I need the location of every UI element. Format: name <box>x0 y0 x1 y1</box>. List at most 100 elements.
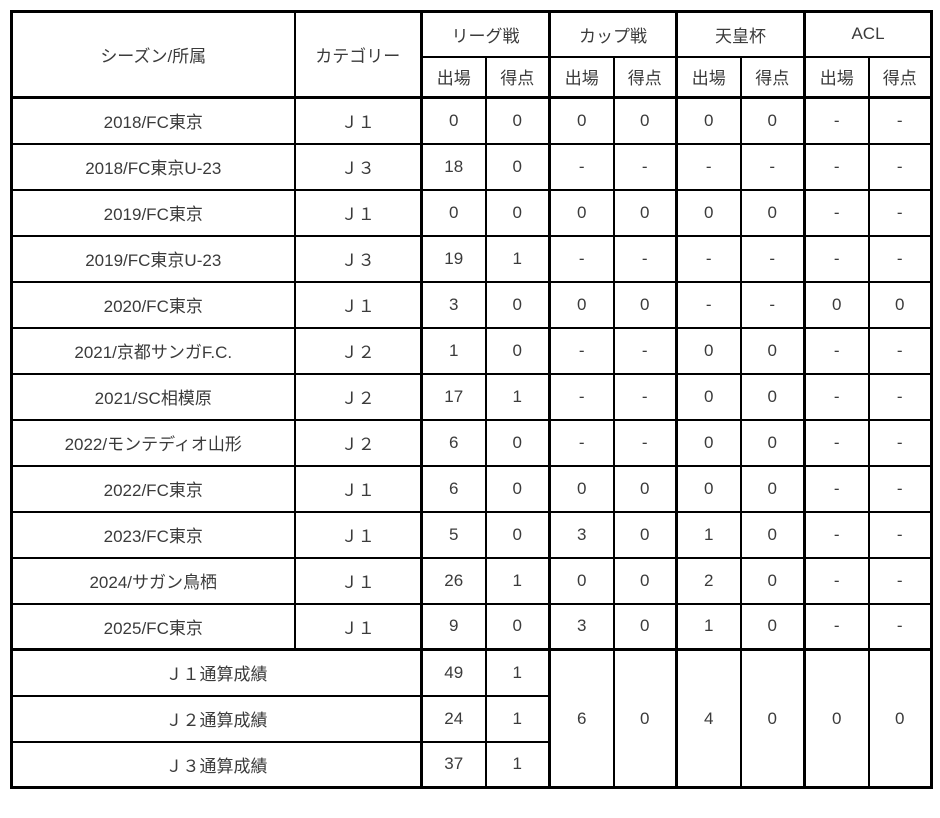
category-cell: Ｊ１ <box>293 464 423 513</box>
header-category: カテゴリー <box>293 10 423 99</box>
total-merged-stat-cell: 0 <box>739 648 806 789</box>
category-cell: Ｊ２ <box>293 372 423 421</box>
season-club-cell: 2019/FC東京 <box>10 188 296 237</box>
stat-cell: 19 <box>420 234 487 283</box>
stat-cell: 1 <box>675 510 742 559</box>
season-club-cell: 2019/FC東京U-23 <box>10 234 296 283</box>
total-league-goals-cell: 1 <box>484 648 551 697</box>
stat-cell: 0 <box>548 280 615 329</box>
total-merged-stat-cell: 0 <box>803 648 870 789</box>
season-club-cell: 2018/FC東京 <box>10 96 296 145</box>
stat-cell: - <box>867 96 933 145</box>
header-league-apps: 出場 <box>420 55 487 99</box>
category-cell: Ｊ３ <box>293 234 423 283</box>
stat-cell: - <box>675 234 742 283</box>
stat-cell: 0 <box>484 418 551 467</box>
stat-cell: 0 <box>675 372 742 421</box>
stat-cell: - <box>867 510 933 559</box>
stat-cell: - <box>803 556 870 605</box>
stat-cell: 18 <box>420 142 487 191</box>
stat-cell: - <box>739 234 806 283</box>
stat-cell: 0 <box>675 464 742 513</box>
header-group-cup: カップ戦 <box>548 10 678 58</box>
stat-cell: 0 <box>675 96 742 145</box>
stat-cell: 0 <box>739 602 806 651</box>
category-cell: Ｊ３ <box>293 142 423 191</box>
stat-cell: 5 <box>420 510 487 559</box>
stat-cell: 0 <box>612 96 678 145</box>
stat-cell: 0 <box>484 464 551 513</box>
season-club-cell: 2023/FC東京 <box>10 510 296 559</box>
stat-cell: - <box>803 510 870 559</box>
header-league-goals: 得点 <box>484 55 551 99</box>
stat-cell: 1 <box>484 372 551 421</box>
season-club-cell: 2022/モンテディオ山形 <box>10 418 296 467</box>
category-cell: Ｊ１ <box>293 556 423 605</box>
stat-cell: - <box>612 326 678 375</box>
stat-cell: - <box>675 280 742 329</box>
season-row: 2019/FC東京 Ｊ１ 0 0 0 0 0 0- - <box>10 188 933 237</box>
stat-cell: - <box>548 326 615 375</box>
stat-cell: 0 <box>484 280 551 329</box>
header-group-row: シーズン/所属 カテゴリー リーグ戦 カップ戦 天皇杯 ACL <box>10 10 933 99</box>
header-emperors-cup-apps: 出場 <box>675 55 742 99</box>
stat-cell: 3 <box>420 280 487 329</box>
stat-cell: 0 <box>675 418 742 467</box>
season-row: 2021/SC相模原 Ｊ２ 17 1- -0 0- - <box>10 372 933 421</box>
stat-cell: - <box>548 372 615 421</box>
season-club-cell: 2024/サガン鳥栖 <box>10 556 296 605</box>
total-row: Ｊ２通算成績 24 1 <box>10 694 932 743</box>
stat-cell: - <box>867 464 933 513</box>
stat-cell: - <box>867 326 933 375</box>
stat-cell: 0 <box>612 556 678 605</box>
season-club-cell: 2020/FC東京 <box>10 280 296 329</box>
total-row: Ｊ１通算成績 49 1 6 0 4 0 0 0 <box>10 648 933 789</box>
stat-cell: 0 <box>612 510 678 559</box>
stats-table-header: シーズン/所属 カテゴリー リーグ戦 カップ戦 天皇杯 ACL 出場 得点 出場… <box>10 10 933 99</box>
stat-cell: - <box>867 418 933 467</box>
header-cup-goals: 得点 <box>612 55 678 99</box>
stat-cell: 0 <box>739 188 806 237</box>
stat-cell: 0 <box>548 188 615 237</box>
stat-cell: 0 <box>612 188 678 237</box>
stat-cell: 1 <box>484 556 551 605</box>
stat-cell: 0 <box>739 464 806 513</box>
total-league-goals-cell: 1 <box>484 694 551 743</box>
stat-cell: 0 <box>484 510 551 559</box>
season-row: 2022/モンテディオ山形 Ｊ２ 6 0- -0 0- - <box>10 418 933 467</box>
stat-cell: 0 <box>739 510 806 559</box>
stat-cell: 0 <box>484 326 551 375</box>
stat-cell: 0 <box>548 464 615 513</box>
stat-cell: 0 <box>484 96 551 145</box>
stat-cell: - <box>612 142 678 191</box>
stat-cell: - <box>867 602 933 651</box>
stats-table-totals: Ｊ１通算成績 49 1 6 0 4 0 0 0 Ｊ２通算成績 24 1 Ｊ３通算成績 37 1 <box>10 648 933 789</box>
season-row: 2022/FC東京 Ｊ１ 6 0 0 0 0 0- - <box>10 464 933 513</box>
stat-cell: - <box>867 372 933 421</box>
total-label-cell: Ｊ２通算成績 <box>10 694 423 743</box>
season-club-cell: 2025/FC東京 <box>10 602 296 651</box>
category-cell: Ｊ１ <box>293 188 423 237</box>
stat-cell: 1 <box>420 326 487 375</box>
stat-cell: 9 <box>420 602 487 651</box>
season-row: 2024/サガン鳥栖 Ｊ１ 26 1 0 0 2 0- - <box>10 556 933 605</box>
category-cell: Ｊ１ <box>293 96 423 145</box>
stat-cell: 0 <box>675 188 742 237</box>
category-cell: Ｊ１ <box>293 280 423 329</box>
stat-cell: 0 <box>612 280 678 329</box>
stat-cell: - <box>803 418 870 467</box>
stat-cell: - <box>867 234 933 283</box>
stat-cell: - <box>803 326 870 375</box>
stat-cell: - <box>739 280 806 329</box>
season-club-cell: 2021/SC相模原 <box>10 372 296 421</box>
category-cell: Ｊ２ <box>293 418 423 467</box>
stat-cell: 0 <box>548 96 615 145</box>
stat-cell: 26 <box>420 556 487 605</box>
category-cell: Ｊ２ <box>293 326 423 375</box>
stat-cell: 0 <box>739 418 806 467</box>
header-group-acl: ACL <box>802 10 933 58</box>
stat-cell: - <box>803 602 870 651</box>
stat-cell: - <box>548 234 615 283</box>
season-row: 2018/FC東京U-23 Ｊ３ 18 0- - - - - - <box>10 142 933 191</box>
stat-cell: 0 <box>675 326 742 375</box>
